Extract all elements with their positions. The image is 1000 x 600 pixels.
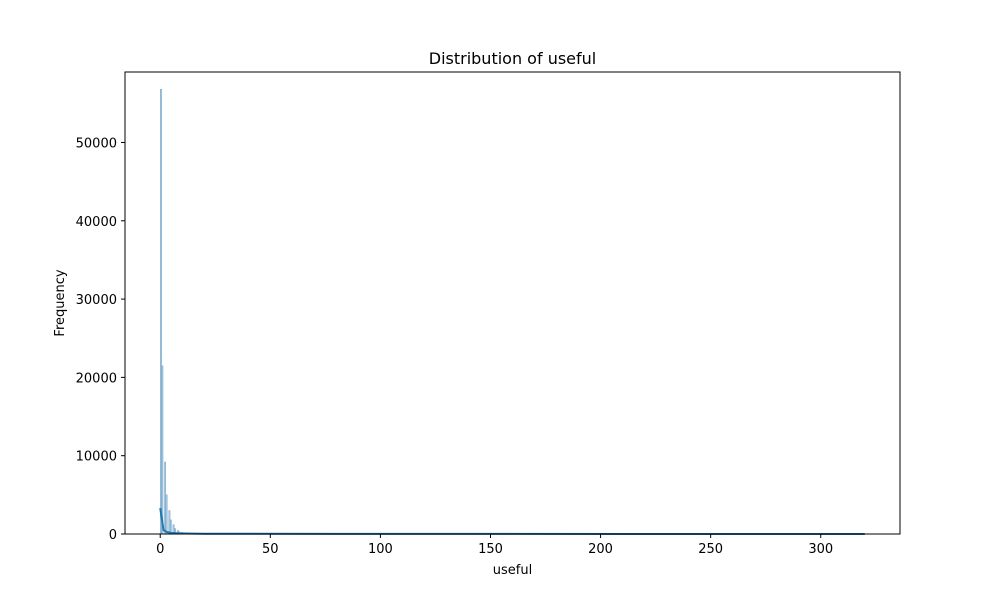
x-tick-label: 0 [156, 542, 164, 557]
plot-frame [124, 71, 901, 535]
x-axis: 0 50 100 150 200 250 300 [156, 534, 833, 557]
x-tick-label: 150 [478, 542, 503, 557]
y-tick-label: 30000 [76, 293, 117, 308]
y-tick-label: 20000 [76, 371, 117, 386]
x-tick-label: 300 [808, 542, 833, 557]
x-axis-label: useful [493, 563, 532, 578]
y-tick-label: 10000 [76, 450, 117, 465]
y-tick-label: 50000 [76, 136, 117, 151]
x-tick-label: 100 [368, 542, 393, 557]
histogram-bar-1 [161, 365, 164, 535]
histogram-bar-3 [165, 494, 168, 535]
histogram-bars [160, 89, 183, 535]
y-tick-label: 40000 [76, 215, 117, 230]
x-tick-label: 200 [588, 542, 613, 557]
histogram-bar-0 [160, 89, 162, 535]
histogram-bar-2 [164, 461, 167, 535]
x-tick-label: 250 [698, 542, 723, 557]
y-axis-label: Frequency [53, 269, 68, 336]
chart-title: Distribution of useful [429, 49, 596, 68]
x-tick-label: 50 [262, 542, 279, 557]
histogram-bar-4 [168, 510, 171, 535]
plot-area [125, 72, 900, 534]
y-tick-label: 0 [109, 528, 117, 543]
y-axis: 0 10000 20000 30000 40000 50000 [76, 136, 125, 543]
